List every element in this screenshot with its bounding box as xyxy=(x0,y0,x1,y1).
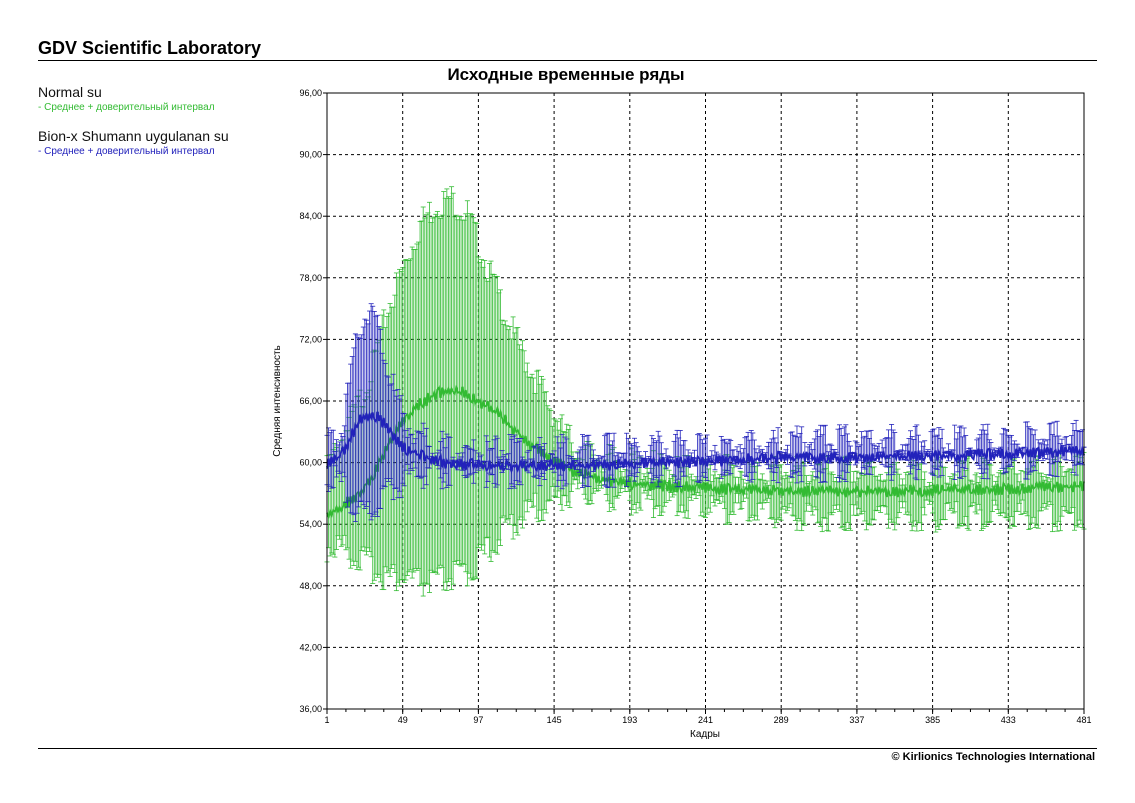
x-tick-label: 385 xyxy=(925,715,940,725)
legend-series-desc: - Среднее + доверительный интервал xyxy=(38,146,215,157)
y-tick-label: 78,00 xyxy=(299,273,322,283)
y-axis-ticks: 36,00 42,00 48,00 54,00 60,00 66,00 72,00 78,00… xyxy=(299,88,327,714)
legend-entry-bion-x: Bion-x Shumann uygulanan su - Среднее + … xyxy=(38,128,278,158)
y-tick-label: 36,00 xyxy=(299,704,322,714)
footer-rule xyxy=(38,748,1097,749)
x-tick-label: 337 xyxy=(849,715,864,725)
y-axis-label: Средняя интенсивность xyxy=(272,345,283,457)
y-tick-label: 42,00 xyxy=(299,642,322,652)
x-axis-label: Кадры xyxy=(690,729,720,740)
y-tick-label: 96,00 xyxy=(299,88,322,98)
y-tick-label: 90,00 xyxy=(299,150,322,160)
y-tick-label: 72,00 xyxy=(299,334,322,344)
legend-entry-normal-su: Normal su - Среднее + доверительный инте… xyxy=(38,84,278,114)
series-0 xyxy=(324,186,1087,597)
y-tick-label: 54,00 xyxy=(299,519,322,529)
x-tick-label: 49 xyxy=(398,715,408,725)
x-axis-ticks: 1 49 97 145 193 241 289 337 385 433 481 xyxy=(324,709,1092,725)
y-tick-label: 66,00 xyxy=(299,396,322,406)
legend: Normal su - Среднее + доверительный инте… xyxy=(38,84,278,172)
chart-title: Исходные временные ряды xyxy=(447,65,684,84)
series-mean-line xyxy=(326,410,1085,475)
legend-series-name: Normal su xyxy=(38,84,102,100)
y-tick-label: 60,00 xyxy=(299,458,322,468)
x-tick-label: 193 xyxy=(622,715,637,725)
x-tick-label: 241 xyxy=(698,715,713,725)
x-tick-label: 97 xyxy=(473,715,483,725)
series-mean-line xyxy=(326,383,1085,520)
header-rule xyxy=(38,60,1097,61)
x-tick-label: 289 xyxy=(774,715,789,725)
copyright-text: © Kirlionics Technologies International xyxy=(891,751,1095,763)
x-tick-label: 433 xyxy=(1001,715,1016,725)
y-tick-label: 84,00 xyxy=(299,211,322,221)
y-tick-label: 48,00 xyxy=(299,581,322,591)
legend-series-name: Bion-x Shumann uygulanan su xyxy=(38,128,229,144)
x-tick-label: 1 xyxy=(324,715,329,725)
series-layer xyxy=(324,186,1087,597)
x-tick-label: 481 xyxy=(1076,715,1091,725)
x-tick-label: 145 xyxy=(547,715,562,725)
series-1 xyxy=(324,303,1087,522)
legend-series-desc: - Среднее + доверительный интервал xyxy=(38,102,215,113)
lab-title: GDV Scientific Laboratory xyxy=(38,38,262,58)
